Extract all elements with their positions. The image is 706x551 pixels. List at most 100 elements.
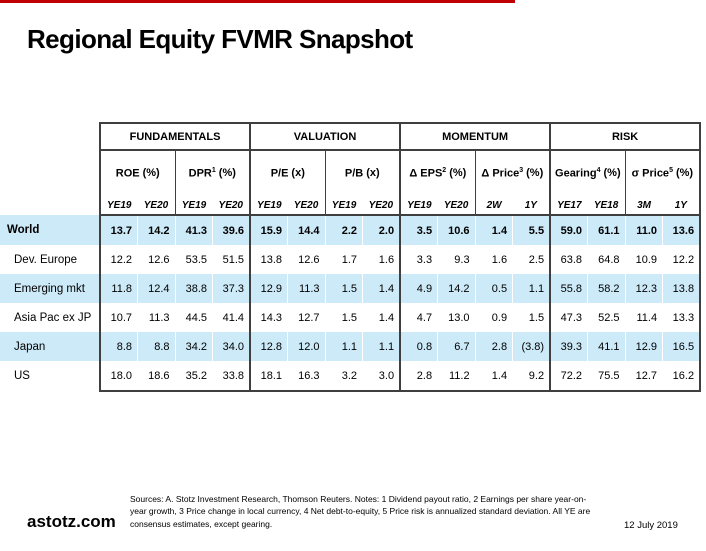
table-row: Asia Pac ex JP 10.7 11.3 44.5 41.4 14.3 12.7 1.…	[0, 303, 702, 332]
accent-top-line	[0, 0, 515, 3]
value-cell: 53.5	[174, 245, 213, 274]
period-label: YE18	[587, 195, 626, 216]
value-cell: 11.3	[287, 274, 326, 303]
value-cell: 1.1	[324, 332, 363, 361]
value-cell: 34.0	[212, 332, 251, 361]
period-label: 2W	[474, 195, 513, 216]
value-cell: 1.5	[324, 274, 363, 303]
value-cell: 11.8	[99, 274, 138, 303]
value-cell: 51.5	[212, 245, 251, 274]
slide-date: 12 July 2019	[624, 520, 678, 531]
table-row: Japan 8.8 8.8 34.2 34.0 12.8 12.0 1.1 1.1 0.8 6.7 2…	[0, 332, 702, 361]
value-cell: 10.7	[99, 303, 138, 332]
value-cell: 9.3	[437, 245, 476, 274]
metric-header-price-risk: σ Price5 (%)	[624, 149, 702, 195]
header-spacer	[0, 150, 100, 195]
value-cell: 1.4	[474, 215, 513, 245]
value-cell: 18.0	[99, 361, 138, 392]
metric-header-eps-growth: Δ EPS2 (%)	[399, 149, 476, 195]
value-cell: 59.0	[549, 215, 588, 245]
value-cell: 13.0	[437, 303, 476, 332]
value-cell: 12.6	[287, 245, 326, 274]
period-label: 1Y	[662, 195, 702, 216]
value-cell: 44.5	[174, 303, 213, 332]
value-cell: 1.1	[362, 332, 401, 361]
value-cell: 1.6	[474, 245, 513, 274]
value-cell: 18.6	[137, 361, 175, 392]
row-label: Asia Pac ex JP	[14, 311, 92, 324]
value-cell: (3.8)	[512, 332, 551, 361]
value-cell: 14.4	[287, 215, 326, 245]
value-cell: 1.5	[512, 303, 551, 332]
value-cell: 41.4	[212, 303, 251, 332]
value-cell: 12.0	[287, 332, 326, 361]
value-cell: 8.8	[137, 332, 175, 361]
value-cell: 2.2	[324, 215, 363, 245]
value-cell: 12.3	[624, 274, 663, 303]
value-cell: 12.7	[287, 303, 326, 332]
value-cell: 37.3	[212, 274, 251, 303]
period-label: 3M	[624, 195, 663, 216]
group-header-momentum: MOMENTUM	[399, 122, 552, 151]
value-cell: 1.4	[362, 274, 401, 303]
metric-header-pe: P/E (x)	[249, 149, 326, 195]
value-cell: 11.2	[437, 361, 476, 392]
value-cell: 16.5	[662, 332, 702, 361]
metric-header-gearing: Gearing4 (%)	[549, 149, 626, 195]
value-cell: 18.1	[249, 361, 288, 392]
value-cell: 2.0	[362, 215, 401, 245]
value-cell: 72.2	[549, 361, 588, 392]
group-header-valuation: VALUATION	[249, 122, 402, 151]
period-label: YE19	[174, 195, 213, 216]
value-cell: 12.2	[99, 245, 138, 274]
value-cell: 35.2	[174, 361, 213, 392]
value-cell: 8.8	[99, 332, 138, 361]
value-cell: 12.6	[137, 245, 175, 274]
value-cell: 1.5	[324, 303, 363, 332]
period-label: YE19	[249, 195, 288, 216]
period-label: YE17	[549, 195, 588, 216]
value-cell: 52.5	[587, 303, 626, 332]
value-cell: 13.6	[662, 215, 702, 245]
value-cell: 0.5	[474, 274, 513, 303]
row-label: US	[14, 370, 30, 382]
period-label: YE20	[287, 195, 326, 216]
row-label: Dev. Europe	[14, 253, 78, 266]
value-cell: 2.5	[512, 245, 551, 274]
row-label: Japan	[0, 332, 100, 361]
value-cell: 3.2	[324, 361, 363, 392]
value-cell: 11.3	[137, 303, 175, 332]
value-cell: 34.2	[174, 332, 213, 361]
value-cell: 11.4	[624, 303, 663, 332]
value-cell: 61.1	[587, 215, 626, 245]
value-cell: 5.5	[512, 215, 551, 245]
value-cell: 13.7	[99, 215, 138, 245]
value-cell: 1.4	[474, 361, 513, 392]
value-cell: 47.3	[549, 303, 588, 332]
value-cell: 0.8	[399, 332, 438, 361]
value-cell: 12.8	[249, 332, 288, 361]
sources-notes: Sources: A. Stotz Investment Research, T…	[130, 494, 591, 529]
value-cell: 64.8	[587, 245, 626, 274]
value-cell: 12.4	[137, 274, 175, 303]
table-row: US 18.0 18.6 35.2 33.8 18.1 16.3 3.2 3.0 2.8 11.2 1…	[0, 361, 702, 392]
metric-header-roe: ROE (%)	[99, 149, 175, 195]
value-cell: 0.9	[474, 303, 513, 332]
value-cell: 3.3	[399, 245, 438, 274]
value-cell: 16.2	[662, 361, 702, 392]
value-cell: 4.7	[399, 303, 438, 332]
value-cell: 9.2	[512, 361, 551, 392]
period-label: YE20	[362, 195, 401, 216]
value-cell: 12.9	[624, 332, 663, 361]
brand-logo-text: astotz.com	[27, 512, 116, 531]
period-header-row: YE19 YE20 YE19 YE20 YE19 YE20 YE19 YE20 …	[0, 195, 702, 216]
header-spacer	[0, 123, 100, 150]
value-cell: 11.0	[624, 215, 663, 245]
table-row: Dev. Europe 12.2 12.6 53.5 51.5 13.8 12.6 1.7 1.…	[0, 245, 702, 274]
value-cell: 16.3	[287, 361, 326, 392]
value-cell: 13.8	[662, 274, 702, 303]
period-label: YE20	[212, 195, 251, 216]
value-cell: 4.9	[399, 274, 438, 303]
value-cell: 13.8	[249, 245, 288, 274]
